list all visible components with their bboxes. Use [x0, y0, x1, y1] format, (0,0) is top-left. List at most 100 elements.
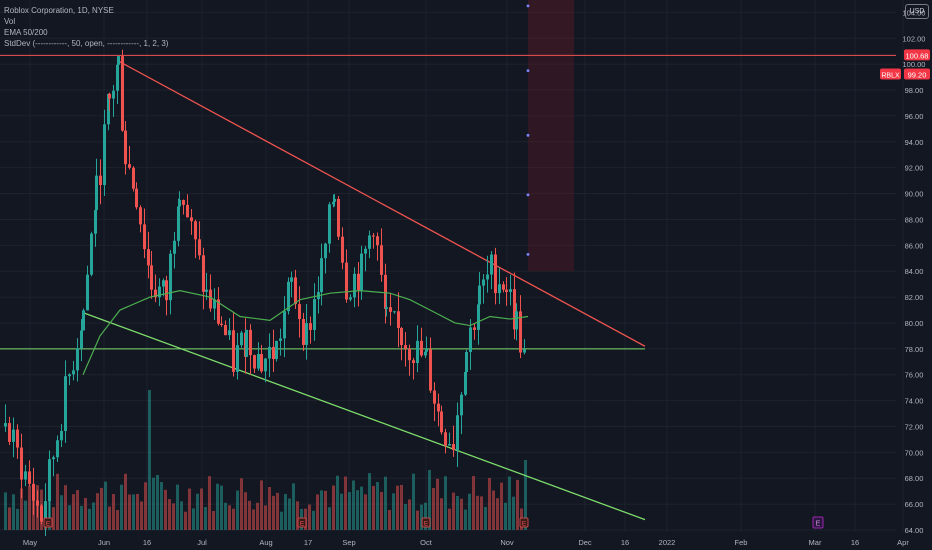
- volume-bar: [8, 507, 11, 530]
- volume-bar: [100, 487, 103, 530]
- candle-body: [412, 360, 415, 364]
- volume-bar: [404, 503, 407, 530]
- candle-body: [420, 340, 423, 356]
- candle-body: [4, 423, 7, 427]
- candle-body: [429, 349, 432, 391]
- volume-bar: [448, 508, 451, 530]
- candles: [4, 49, 526, 537]
- currency-badge[interactable]: USD: [905, 4, 929, 19]
- volume-bar: [192, 508, 195, 530]
- candle-body: [260, 354, 263, 372]
- candle-body: [523, 349, 526, 353]
- volume-bar: [352, 480, 355, 530]
- volume-bar: [388, 509, 391, 530]
- volume-bar: [148, 390, 151, 530]
- ema-indicator-label[interactable]: EMA 50/200: [4, 28, 48, 37]
- volume-bar: [460, 498, 463, 530]
- y-tick-label: 92.00: [905, 164, 924, 173]
- x-tick-label: 2022: [659, 538, 676, 547]
- volume-bar: [452, 492, 455, 530]
- candle-body: [384, 274, 387, 309]
- volume-bar: [396, 485, 399, 530]
- price-axis[interactable]: 116.00114.00112.00110.00108.00106.00104.…: [880, 0, 930, 535]
- volume-bar: [4, 492, 7, 530]
- volume-bar: [76, 490, 79, 530]
- candle-body: [36, 500, 39, 506]
- candle-body: [364, 248, 367, 254]
- zone-shade: [528, 0, 574, 272]
- resistance-price-label: 100.68: [906, 51, 929, 60]
- candle-body: [95, 175, 98, 211]
- candle-body: [349, 297, 352, 300]
- candle-body: [341, 236, 344, 263]
- candle-body: [16, 429, 19, 448]
- candle-body: [298, 304, 301, 320]
- candle-body: [28, 471, 31, 484]
- candle-body: [240, 332, 243, 346]
- y-tick-label: 90.00: [905, 190, 924, 199]
- candle-body: [56, 440, 59, 458]
- candle-body: [76, 348, 79, 371]
- stddev-indicator-label[interactable]: StdDev (------------, 50, open, --------…: [4, 39, 169, 48]
- volume-bar: [416, 510, 419, 530]
- candle-body: [147, 249, 150, 266]
- volume-bar: [92, 502, 95, 530]
- volume-bar: [340, 493, 343, 530]
- volume-bar: [476, 495, 479, 530]
- candle-body: [253, 355, 256, 369]
- y-tick-label: 64.00: [905, 526, 924, 535]
- candle-body: [519, 311, 522, 353]
- volume-bar: [400, 484, 403, 530]
- y-tick-label: 88.00: [905, 215, 924, 224]
- y-tick-label: 74.00: [905, 397, 924, 406]
- candle-body: [345, 262, 348, 300]
- y-tick-label: 70.00: [905, 448, 924, 457]
- earnings-marker-label: E: [46, 521, 51, 528]
- volume-bar: [200, 488, 203, 530]
- volume-indicator-label[interactable]: Vol: [4, 17, 16, 26]
- volume-bar: [284, 493, 287, 530]
- volume-bar: [276, 492, 279, 530]
- x-tick-label: Apr: [897, 538, 909, 547]
- candle-body: [94, 210, 97, 234]
- candle-body: [337, 198, 340, 237]
- volume-bar: [152, 477, 155, 530]
- y-tick-label: 84.00: [905, 267, 924, 276]
- volume-bar: [428, 470, 431, 530]
- volume-bar: [112, 493, 115, 530]
- candle-body: [209, 289, 212, 309]
- stddev-dot: [526, 193, 530, 197]
- candle-body: [264, 358, 267, 372]
- zone-red-lower: [528, 55, 574, 272]
- y-tick-label: 104.00: [903, 8, 926, 17]
- volume-bar: [480, 496, 483, 530]
- volume-bar: [244, 492, 247, 530]
- candle-body: [132, 167, 135, 189]
- candle-body: [505, 289, 508, 293]
- candle-body: [357, 273, 360, 291]
- volume-bar: [116, 510, 119, 530]
- candle-body: [80, 330, 83, 349]
- candle-body: [112, 90, 115, 99]
- time-axis[interactable]: May Jun 16 Jul Aug 17 Sep Oct Nov Dec 16 2022 Feb Mar…: [23, 538, 909, 547]
- symbol-title[interactable]: Roblox Corporation, 1D, NYSE: [4, 6, 114, 15]
- volume-bar: [52, 507, 55, 530]
- volume-bar: [380, 491, 383, 530]
- candle-body: [64, 376, 67, 431]
- candle-body: [48, 459, 51, 502]
- earnings-marker-label: E: [424, 521, 429, 528]
- volume-bar: [108, 506, 111, 530]
- candle-body: [324, 243, 327, 259]
- candle-body: [515, 311, 518, 330]
- volume-bar: [408, 499, 411, 530]
- candle-body: [404, 345, 407, 349]
- candle-body: [86, 274, 89, 311]
- x-tick-label: Oct: [420, 538, 433, 547]
- volume-bar: [268, 487, 271, 530]
- volume-bar: [440, 498, 443, 530]
- volume-bar: [252, 509, 255, 530]
- ticker-label: RBLX: [881, 73, 900, 80]
- x-tick-label: 16: [143, 538, 151, 547]
